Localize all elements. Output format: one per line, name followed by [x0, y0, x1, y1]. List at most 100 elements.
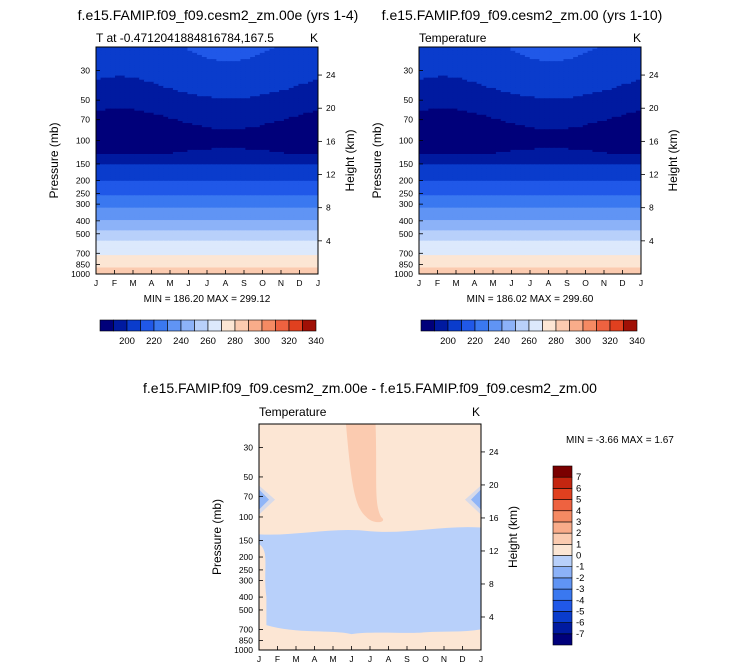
contour-cell — [298, 90, 304, 93]
contour-cell — [230, 57, 237, 60]
contour-cell — [211, 220, 217, 223]
contour-cell — [96, 248, 102, 252]
contour-cell — [177, 67, 184, 70]
contour-cell — [143, 81, 150, 85]
contour-cell — [115, 257, 121, 260]
contour-cell — [153, 87, 160, 91]
contour-cell — [303, 255, 309, 258]
contour-cell — [172, 187, 179, 190]
contour-cell — [216, 193, 222, 196]
contour-cell — [279, 265, 285, 269]
contour-cell — [124, 90, 131, 93]
contour-cell — [235, 187, 242, 190]
contour-cell — [245, 154, 251, 157]
contour-cell — [192, 120, 198, 124]
contour-cell — [192, 129, 198, 132]
contour-cell — [216, 228, 222, 231]
contour-cell — [254, 242, 261, 246]
contour-cell — [182, 182, 188, 186]
contour-cell — [163, 143, 169, 147]
contour-cell — [192, 79, 198, 83]
contour-cell — [216, 147, 222, 151]
contour-cell — [274, 228, 280, 231]
contour-cell — [226, 236, 232, 240]
contour-cell — [187, 211, 193, 215]
contour-cell — [269, 100, 275, 104]
contour-cell — [274, 184, 280, 188]
contour-cell — [235, 180, 242, 184]
contour-cell — [172, 63, 179, 66]
contour-cell — [312, 139, 318, 143]
contour-cell — [158, 172, 164, 176]
contour-cell — [100, 213, 106, 217]
contour-cell — [303, 207, 309, 211]
contour-cell — [96, 267, 102, 271]
contour-cell — [192, 251, 198, 254]
contour-cell — [221, 71, 227, 75]
contour-cell — [303, 184, 309, 188]
contour-cell — [308, 104, 314, 108]
contour-cell — [250, 178, 256, 182]
contour-cell — [259, 230, 266, 234]
contour-cell — [274, 75, 280, 79]
contour-cell — [177, 145, 184, 149]
contour-cell — [279, 197, 285, 201]
contour-cell — [308, 248, 314, 252]
contour-cell — [230, 116, 237, 120]
contour-cell — [230, 213, 237, 217]
contour-cell — [153, 102, 160, 106]
contour-cell — [124, 69, 131, 73]
contour-cell — [254, 259, 261, 262]
contour-cell — [259, 137, 266, 141]
contour-cell — [250, 65, 256, 68]
contour-cell — [134, 145, 140, 149]
contour-cell — [182, 154, 188, 157]
contour-cell — [230, 131, 237, 134]
contour-cell — [105, 50, 111, 54]
contour-cell — [312, 224, 318, 227]
contour-cell — [124, 211, 131, 215]
contour-cell — [303, 63, 309, 66]
contour-cell — [274, 108, 280, 112]
contour-cell — [119, 172, 126, 176]
contour-cell — [197, 220, 203, 223]
contour-cell — [100, 92, 106, 95]
contour-cell — [279, 232, 285, 236]
contour-cell — [124, 246, 131, 250]
contour-cell — [206, 79, 213, 83]
contour-cell — [192, 244, 198, 248]
contour-cell — [230, 224, 237, 227]
contour-cell — [250, 263, 256, 267]
contour-cell — [288, 154, 295, 157]
contour-cell — [283, 255, 290, 258]
contour-cell — [124, 166, 131, 170]
contour-cell — [216, 205, 222, 209]
contour-cell — [235, 110, 242, 114]
contour-cell — [129, 164, 135, 167]
contour-cell — [201, 207, 208, 211]
contour-cell — [124, 220, 131, 223]
contour-cell — [288, 203, 295, 207]
contour-cell — [119, 110, 126, 114]
contour-cell — [221, 127, 227, 130]
contour-cell — [293, 112, 299, 116]
contour-cell — [298, 48, 304, 52]
contour-cell — [124, 182, 131, 186]
contour-cell — [153, 137, 160, 141]
contour-cell — [153, 108, 160, 112]
contour-cell — [100, 63, 106, 66]
contour-cell — [269, 143, 275, 147]
contour-cell — [293, 90, 299, 93]
contour-cell — [240, 94, 246, 97]
contour-cell — [206, 160, 213, 163]
contour-cell — [264, 94, 271, 97]
contour-cell — [235, 246, 242, 250]
contour-cell — [312, 213, 318, 217]
contour-cell — [100, 141, 106, 145]
contour-cell — [129, 180, 135, 184]
contour-cell — [298, 191, 304, 194]
contour-cell — [105, 199, 111, 203]
contour-cell — [259, 232, 266, 236]
contour-cell — [298, 112, 304, 116]
contour-cell — [182, 87, 188, 91]
